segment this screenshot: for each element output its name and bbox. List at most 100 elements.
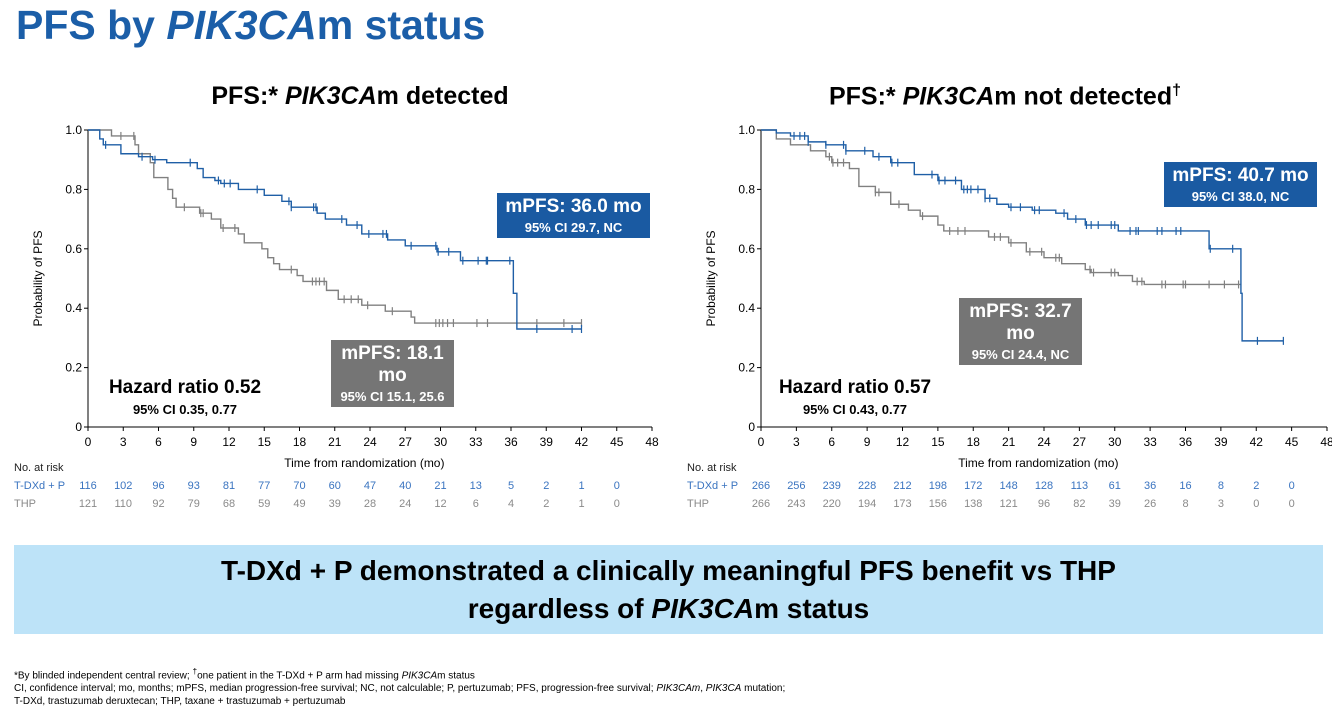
chart-title-pre: PFS:*: [211, 82, 285, 110]
x-tick-label: 36: [504, 435, 518, 449]
mpfs-ci: 95% CI 24.4, NC: [971, 347, 1070, 362]
y-axis-label: Probability of PFS: [31, 230, 45, 326]
risk-value: 59: [258, 498, 270, 510]
risk-value: 61: [1109, 480, 1121, 492]
risk-value: 5: [508, 480, 514, 492]
risk-value: 81: [223, 480, 235, 492]
risk-value: 2: [1253, 480, 1259, 492]
risk-value: 68: [223, 498, 235, 510]
risk-value: 113: [1071, 480, 1089, 492]
km-curve-thp: [88, 129, 582, 324]
fn-text: ,: [700, 683, 706, 695]
hazard-ratio-value: Hazard ratio 0.52: [108, 377, 262, 398]
risk-value: 121: [999, 498, 1017, 510]
risk-value: 102: [114, 480, 132, 492]
x-tick-label: 42: [1250, 435, 1264, 449]
x-tick-label: 6: [828, 435, 835, 449]
x-tick-label: 30: [434, 435, 448, 449]
risk-value: 39: [1109, 498, 1121, 510]
risk-value: 243: [787, 498, 805, 510]
risk-value: 8: [1218, 480, 1224, 492]
risk-value: 21: [434, 480, 446, 492]
fn-text: *By blinded independent central review;: [14, 670, 193, 682]
mpfs-ci: 95% CI 29.7, NC: [524, 220, 623, 235]
chart-title-post: m not detected: [994, 82, 1173, 111]
risk-value: 2: [543, 498, 549, 510]
risk-value: 3: [1218, 498, 1224, 510]
risk-value: 0: [614, 498, 620, 510]
x-tick-label: 12: [222, 435, 236, 449]
risk-value: 12: [434, 498, 446, 510]
risk-value: 77: [258, 480, 270, 492]
footnotes: *By blinded independent central review; …: [14, 665, 785, 708]
x-tick-label: 33: [1143, 435, 1157, 449]
y-tick-label: 1.0: [65, 123, 82, 137]
x-tick-label: 36: [1179, 435, 1193, 449]
title-text-end: m status: [316, 2, 486, 48]
fn-gene: PIK3CA: [401, 670, 438, 682]
banner-line-2: regardless of PIK3CAm status: [14, 590, 1323, 628]
risk-value: 110: [114, 498, 132, 510]
x-tick-label: 48: [1320, 435, 1332, 449]
risk-value: 256: [787, 480, 805, 492]
x-tick-label: 3: [120, 435, 127, 449]
risk-value: 96: [1038, 498, 1050, 510]
y-tick-label: 0.4: [738, 301, 755, 315]
y-tick-label: 0: [748, 420, 755, 434]
y-axis-label: Probability of PFS: [704, 230, 718, 326]
mpfs-thp-box-right: mPFS: 32.7 mo 95% CI 24.4, NC: [959, 298, 1082, 365]
risk-value: 36: [1144, 480, 1156, 492]
hazard-ratio-ci: 95% CI 0.35, 0.77: [132, 402, 238, 417]
risk-value: 47: [364, 480, 376, 492]
risk-value: 198: [929, 480, 947, 492]
hazard-ratio-right: Hazard ratio 0.57 95% CI 0.43, 0.77: [765, 377, 945, 417]
x-tick-label: 42: [575, 435, 589, 449]
risk-value: 138: [964, 498, 982, 510]
risk-table-header: No. at risk: [14, 462, 64, 474]
risk-value: 220: [823, 498, 841, 510]
x-tick-label: 45: [610, 435, 624, 449]
risk-value: 172: [964, 480, 982, 492]
x-tick-label: 45: [1285, 435, 1299, 449]
x-axis-label: Time from randomization (mo): [284, 456, 444, 470]
mpfs-ci: 95% CI 15.1, 25.6: [340, 389, 445, 404]
risk-value: 6: [473, 498, 479, 510]
x-tick-label: 30: [1108, 435, 1122, 449]
banner-text: regardless of: [467, 593, 652, 624]
x-tick-label: 0: [85, 435, 92, 449]
banner-gene: PIK3CA: [651, 593, 755, 624]
km-curve-thp: [761, 129, 1241, 286]
hazard-ratio-ci: 95% CI 0.43, 0.77: [802, 402, 908, 417]
risk-value: 228: [858, 480, 876, 492]
risk-value: 116: [79, 480, 97, 492]
risk-value: 173: [893, 498, 911, 510]
risk-value: 121: [79, 498, 97, 510]
mpfs-value: mPFS: 32.7 mo: [969, 301, 1072, 344]
risk-value: 1: [578, 480, 584, 492]
y-tick-label: 0.6: [65, 242, 82, 256]
mpfs-tdxd-box-left: mPFS: 36.0 mo 95% CI 29.7, NC: [497, 193, 650, 238]
x-tick-label: 6: [155, 435, 162, 449]
risk-value: 0: [1289, 498, 1295, 510]
hazard-ratio-left: Hazard ratio 0.52 95% CI 0.35, 0.77: [95, 377, 275, 417]
risk-row-label: THP: [14, 498, 36, 510]
y-tick-label: 0.2: [738, 361, 755, 375]
fn-dagger: †: [192, 666, 198, 676]
chart-title-not-detected: PFS:* PIK3CAm not detected†: [770, 82, 1240, 111]
risk-value: 13: [470, 480, 482, 492]
risk-value: 79: [188, 498, 200, 510]
risk-value: 39: [329, 498, 341, 510]
risk-row-label: T-DXd + P: [14, 480, 65, 492]
risk-value: 8: [1182, 498, 1188, 510]
fn-text: mutation;: [741, 683, 786, 695]
x-tick-label: 48: [645, 435, 659, 449]
risk-value: 0: [1253, 498, 1259, 510]
mpfs-thp-box-left: mPFS: 18.1 mo 95% CI 15.1, 25.6: [331, 340, 454, 407]
fn-gene: PIK3CA: [705, 683, 742, 695]
x-tick-label: 18: [967, 435, 981, 449]
x-tick-label: 12: [896, 435, 910, 449]
risk-value: 26: [1144, 498, 1156, 510]
x-tick-label: 18: [293, 435, 307, 449]
chart-title-post: m detected: [376, 82, 509, 110]
risk-value: 0: [614, 480, 620, 492]
